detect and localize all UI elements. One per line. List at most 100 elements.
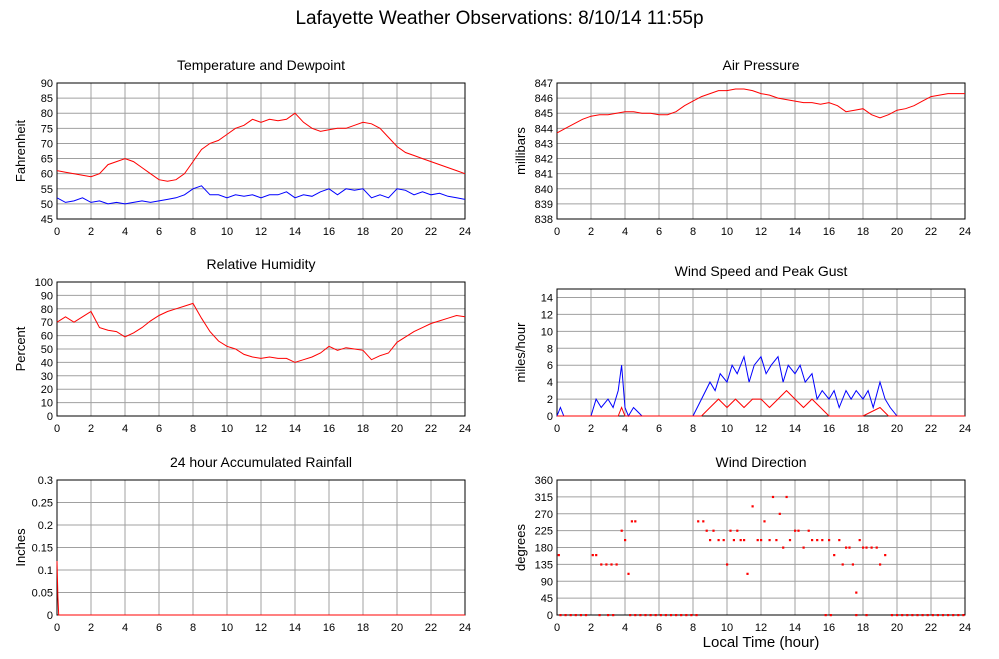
- x-tick-label: 0: [54, 226, 60, 238]
- data-point: [564, 614, 567, 617]
- x-tick-label: 22: [425, 423, 437, 435]
- y-axis-label: degrees: [513, 524, 528, 571]
- data-point: [743, 539, 746, 542]
- y-tick-label: 841: [535, 169, 553, 181]
- data-point: [771, 495, 775, 499]
- data-point: [884, 554, 887, 557]
- data-point: [802, 546, 805, 549]
- x-tick-label: 24: [959, 423, 971, 435]
- data-point: [675, 614, 678, 617]
- x-tick-label: 6: [656, 423, 662, 435]
- x-tick-label: 8: [690, 226, 696, 238]
- data-point: [890, 614, 894, 617]
- x-tick-label: 2: [588, 622, 594, 634]
- y-tick-label: 80: [41, 304, 53, 316]
- x-tick-label: 2: [588, 226, 594, 238]
- data-point: [624, 539, 627, 542]
- data-point: [760, 539, 763, 542]
- y-tick-label: 4: [547, 377, 553, 389]
- x-tick-label: 10: [721, 622, 733, 634]
- x-tick-label: 8: [190, 622, 196, 634]
- data-point: [654, 614, 657, 617]
- x-tick-label: 22: [425, 226, 437, 238]
- x-tick-label: 4: [122, 622, 128, 634]
- data-point: [936, 614, 939, 617]
- x-tick-label: 18: [357, 226, 369, 238]
- x-tick-label: 20: [891, 226, 903, 238]
- data-point: [879, 563, 882, 566]
- y-tick-label: 50: [41, 344, 53, 356]
- x-tick-label: 4: [622, 226, 628, 238]
- data-point: [841, 563, 844, 566]
- y-tick-label: 2: [547, 394, 553, 406]
- data-point: [610, 563, 613, 566]
- y-tick-label: 55: [41, 184, 53, 196]
- x-tick-label: 4: [622, 423, 628, 435]
- y-tick-label: 847: [535, 78, 553, 90]
- data-point: [845, 546, 848, 549]
- data-point: [848, 546, 851, 549]
- data-point: [736, 529, 739, 532]
- y-tick-label: 8: [547, 343, 553, 355]
- data-point: [782, 546, 785, 549]
- y-tick-label: 842: [535, 154, 553, 166]
- x-tick-label: 2: [588, 423, 594, 435]
- x-tick-label: 24: [959, 226, 971, 238]
- data-point: [824, 614, 827, 617]
- data-point: [855, 591, 858, 594]
- x-tick-label: 0: [554, 622, 560, 634]
- y-tick-label: 20: [41, 384, 53, 396]
- y-tick-label: 315: [535, 492, 553, 504]
- x-tick-label: 10: [221, 423, 233, 435]
- data-point: [828, 539, 831, 542]
- data-point: [768, 539, 771, 542]
- data-point: [775, 539, 778, 542]
- y-tick-label: 0.25: [32, 498, 53, 510]
- data-point: [756, 539, 759, 542]
- x-tick-label: 20: [391, 423, 403, 435]
- y-tick-label: 60: [41, 331, 53, 343]
- data-point: [788, 539, 792, 542]
- x-tick-label: 14: [289, 226, 301, 238]
- x-tick-label: 16: [823, 226, 835, 238]
- y-tick-label: 839: [535, 199, 553, 211]
- data-point: [634, 614, 637, 617]
- data-point: [644, 614, 647, 617]
- y-tick-label: 0: [47, 411, 53, 423]
- x-tick-label: 10: [221, 226, 233, 238]
- x-tick-label: 6: [656, 226, 662, 238]
- y-tick-label: 70: [41, 317, 53, 329]
- x-tick-label: 24: [959, 622, 971, 634]
- data-point: [865, 614, 868, 617]
- data-point: [722, 539, 725, 542]
- x-axis-caption: Local Time (hour): [702, 634, 820, 651]
- x-tick-label: 14: [789, 226, 801, 238]
- data-point: [695, 614, 698, 617]
- chart-title: Wind Direction: [715, 454, 806, 470]
- data-point: [862, 546, 865, 549]
- x-tick-label: 22: [925, 622, 937, 634]
- data-point: [669, 614, 673, 617]
- y-tick-label: 45: [41, 214, 53, 226]
- data-point: [751, 505, 754, 508]
- x-tick-label: 2: [88, 622, 94, 634]
- data-point: [579, 614, 582, 617]
- x-tick-label: 12: [255, 226, 267, 238]
- data-point: [947, 614, 950, 617]
- x-tick-label: 16: [323, 226, 335, 238]
- data-point: [591, 554, 594, 557]
- x-tick-label: 12: [755, 622, 767, 634]
- data-point: [901, 614, 904, 617]
- data-point: [605, 563, 608, 566]
- data-point: [607, 614, 610, 617]
- data-point: [931, 614, 934, 617]
- x-tick-label: 6: [156, 423, 162, 435]
- series-line-temp-0: [56, 112, 466, 182]
- data-point: [785, 495, 788, 499]
- x-tick-label: 0: [54, 423, 60, 435]
- x-tick-label: 16: [823, 622, 835, 634]
- data-point: [746, 572, 749, 575]
